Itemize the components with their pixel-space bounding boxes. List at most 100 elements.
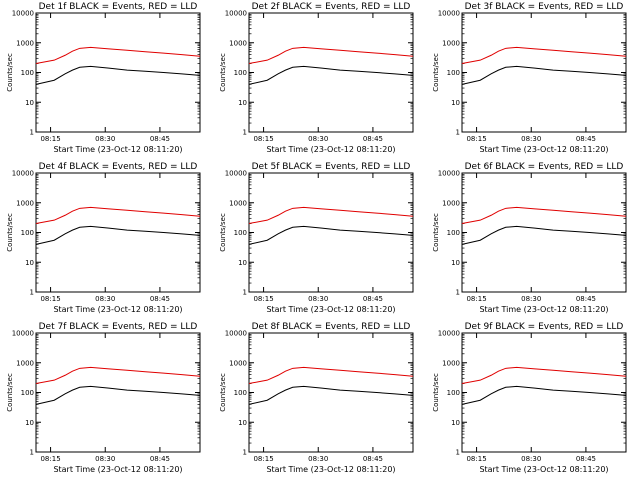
y-tick-label: 10 bbox=[451, 99, 460, 107]
x-tick-label: 08:45 bbox=[150, 295, 170, 303]
y-tick-label: 1 bbox=[243, 449, 247, 457]
y-tick-label: 10000 bbox=[438, 330, 460, 338]
y-tick-label: 1000 bbox=[16, 199, 34, 207]
x-tick-label: 08:45 bbox=[150, 455, 170, 463]
y-tick-label: 10000 bbox=[12, 10, 34, 18]
x-axis-label: Start Time (23-Oct-12 08:11:20) bbox=[479, 305, 608, 314]
y-tick-label: 1000 bbox=[16, 359, 34, 367]
x-tick-label: 08:30 bbox=[521, 295, 541, 303]
x-tick-label: 08:15 bbox=[40, 295, 60, 303]
chart-title: Det 8f BLACK = Events, RED = LLD bbox=[252, 322, 411, 332]
plot-frame bbox=[461, 332, 627, 453]
detector-panel-4: Det 4f BLACK = Events, RED = LLD 1 10 100 10… bbox=[0, 160, 213, 320]
y-tick-label: 10 bbox=[25, 419, 34, 427]
y-axis-label: Counts/sec bbox=[432, 53, 440, 92]
chart-svg: Det 2f BLACK = Events, RED = LLD 1 10 100 10… bbox=[219, 2, 414, 154]
detector-panel-9: Det 9f BLACK = Events, RED = LLD 1 10 100 10… bbox=[426, 320, 639, 480]
y-tick-label: 10 bbox=[25, 259, 34, 267]
chart-title: Det 9f BLACK = Events, RED = LLD bbox=[465, 322, 624, 332]
y-tick-label: 1 bbox=[243, 289, 247, 297]
chart-title: Det 2f BLACK = Events, RED = LLD bbox=[252, 2, 411, 12]
chart-svg: Det 1f BLACK = Events, RED = LLD 1 10 100 10… bbox=[6, 2, 201, 154]
x-axis-label: Start Time (23-Oct-12 08:11:20) bbox=[53, 465, 182, 474]
x-tick-label: 08:45 bbox=[363, 135, 383, 143]
x-tick-label: 08:15 bbox=[40, 455, 60, 463]
x-tick-label: 08:45 bbox=[150, 135, 170, 143]
x-tick-label: 08:15 bbox=[466, 455, 486, 463]
x-tick-label: 08:30 bbox=[308, 135, 328, 143]
chart-title: Det 3f BLACK = Events, RED = LLD bbox=[465, 2, 624, 12]
y-axis-label: Counts/sec bbox=[6, 213, 14, 252]
x-tick-label: 08:15 bbox=[466, 295, 486, 303]
chart-title: Det 5f BLACK = Events, RED = LLD bbox=[252, 162, 411, 172]
y-tick-label: 1 bbox=[30, 129, 34, 137]
chart-svg: Det 4f BLACK = Events, RED = LLD 1 10 100 10… bbox=[6, 162, 201, 314]
y-tick-label: 1 bbox=[456, 129, 460, 137]
y-axis-label: Counts/sec bbox=[219, 213, 227, 252]
x-tick-label: 08:15 bbox=[466, 135, 486, 143]
x-tick-label: 08:45 bbox=[576, 295, 596, 303]
detector-panel-2: Det 2f BLACK = Events, RED = LLD 1 10 100 10… bbox=[213, 0, 426, 160]
plot-frame bbox=[35, 12, 201, 133]
y-tick-label: 1000 bbox=[442, 359, 460, 367]
y-tick-label: 100 bbox=[234, 229, 247, 237]
detector-panel-7: Det 7f BLACK = Events, RED = LLD 1 10 100 10… bbox=[0, 320, 213, 480]
series-line-lld bbox=[461, 206, 627, 225]
y-tick-label: 1 bbox=[30, 289, 34, 297]
series-line-lld bbox=[35, 206, 201, 225]
x-tick-label: 08:15 bbox=[40, 135, 60, 143]
chart-svg: Det 9f BLACK = Events, RED = LLD 1 10 100 10… bbox=[432, 322, 627, 474]
chart-svg: Det 5f BLACK = Events, RED = LLD 1 10 100 10… bbox=[219, 162, 414, 314]
y-tick-label: 10000 bbox=[225, 170, 247, 178]
plot-frame bbox=[461, 12, 627, 133]
series-line-events bbox=[248, 385, 414, 405]
y-tick-label: 10 bbox=[238, 259, 247, 267]
series-line-events bbox=[248, 225, 414, 245]
series-line-lld bbox=[248, 366, 414, 385]
series-line-events bbox=[461, 65, 627, 85]
y-tick-label: 1000 bbox=[229, 39, 247, 47]
chart-title: Det 1f BLACK = Events, RED = LLD bbox=[39, 2, 198, 12]
chart-title: Det 7f BLACK = Events, RED = LLD bbox=[39, 322, 198, 332]
plot-frame bbox=[248, 332, 414, 453]
y-axis-label: Counts/sec bbox=[219, 53, 227, 92]
x-tick-label: 08:15 bbox=[253, 455, 273, 463]
y-tick-label: 10000 bbox=[12, 170, 34, 178]
detector-panel-5: Det 5f BLACK = Events, RED = LLD 1 10 100 10… bbox=[213, 160, 426, 320]
y-tick-label: 1 bbox=[243, 129, 247, 137]
y-tick-label: 100 bbox=[21, 229, 34, 237]
series-line-events bbox=[35, 385, 201, 405]
y-tick-label: 100 bbox=[21, 389, 34, 397]
series-line-lld bbox=[461, 46, 627, 65]
x-axis-label: Start Time (23-Oct-12 08:11:20) bbox=[479, 145, 608, 154]
y-tick-label: 100 bbox=[234, 69, 247, 77]
y-tick-label: 1000 bbox=[442, 39, 460, 47]
y-tick-label: 1 bbox=[456, 449, 460, 457]
x-tick-label: 08:30 bbox=[308, 455, 328, 463]
y-tick-label: 10 bbox=[238, 99, 247, 107]
y-tick-label: 100 bbox=[447, 389, 460, 397]
x-axis-label: Start Time (23-Oct-12 08:11:20) bbox=[266, 145, 395, 154]
y-tick-label: 100 bbox=[447, 69, 460, 77]
plot-frame bbox=[35, 172, 201, 293]
x-axis-label: Start Time (23-Oct-12 08:11:20) bbox=[266, 465, 395, 474]
x-axis-label: Start Time (23-Oct-12 08:11:20) bbox=[266, 305, 395, 314]
x-axis-label: Start Time (23-Oct-12 08:11:20) bbox=[53, 145, 182, 154]
y-axis-label: Counts/sec bbox=[6, 53, 14, 92]
x-tick-label: 08:30 bbox=[95, 135, 115, 143]
plot-frame bbox=[35, 332, 201, 453]
series-line-events bbox=[461, 385, 627, 405]
x-tick-label: 08:45 bbox=[576, 455, 596, 463]
y-tick-label: 100 bbox=[447, 229, 460, 237]
x-tick-label: 08:30 bbox=[95, 455, 115, 463]
y-tick-label: 10000 bbox=[225, 10, 247, 18]
chart-svg: Det 6f BLACK = Events, RED = LLD 1 10 100 10… bbox=[432, 162, 627, 314]
y-tick-label: 100 bbox=[234, 389, 247, 397]
series-line-events bbox=[248, 65, 414, 85]
x-tick-label: 08:30 bbox=[521, 135, 541, 143]
x-tick-label: 08:45 bbox=[363, 295, 383, 303]
x-tick-label: 08:30 bbox=[521, 455, 541, 463]
series-line-lld bbox=[248, 206, 414, 225]
series-line-lld bbox=[461, 366, 627, 385]
y-tick-label: 10000 bbox=[438, 170, 460, 178]
